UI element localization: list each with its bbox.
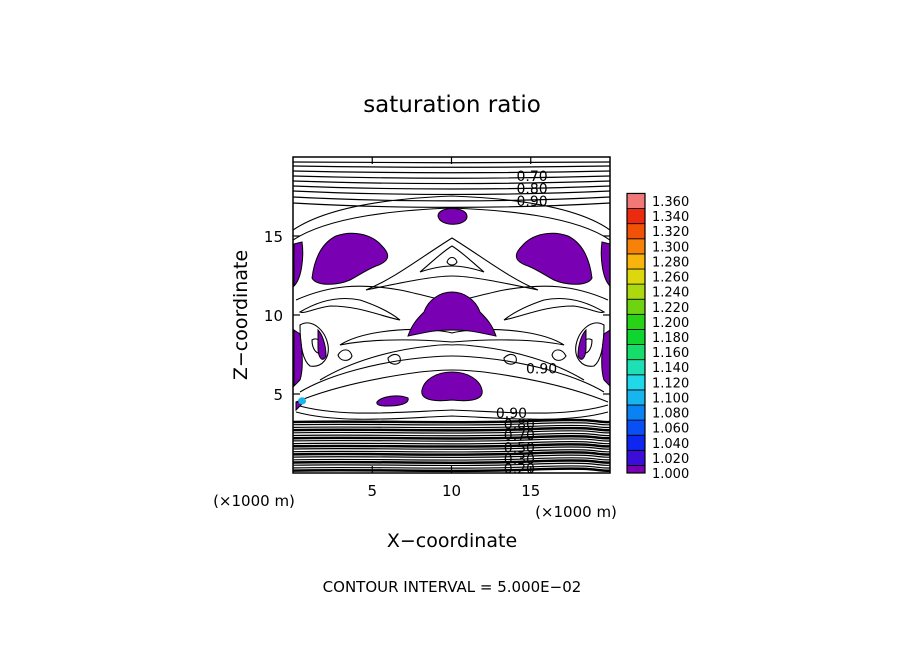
colorbar-label: 1.080 bbox=[652, 407, 689, 422]
colorbar-label: 1.220 bbox=[652, 301, 689, 316]
contour-label: 0.90 bbox=[516, 194, 547, 210]
contour-label: 0.80 bbox=[504, 417, 535, 433]
colorbar-label: 1.100 bbox=[652, 391, 689, 406]
contour-label: 0.50 bbox=[504, 441, 535, 457]
colorbar-swatch bbox=[626, 404, 646, 421]
contour-line bbox=[293, 457, 610, 461]
tick-marks bbox=[293, 157, 610, 473]
z-unit-label: (×1000 m) bbox=[213, 492, 295, 510]
colorbar-swatch bbox=[626, 344, 646, 361]
colorbar-label: 1.040 bbox=[652, 437, 689, 452]
contour-line bbox=[293, 185, 610, 190]
colorbar-label: 1.020 bbox=[652, 452, 689, 467]
colorbar-swatch bbox=[626, 374, 646, 391]
contour-line bbox=[293, 190, 610, 196]
colorbar-swatch bbox=[626, 389, 646, 406]
contour-line bbox=[293, 446, 610, 450]
contour-field bbox=[293, 161, 610, 473]
contour-label: 0.20 bbox=[504, 461, 535, 477]
contour-line bbox=[293, 465, 610, 469]
colorbar-label: 1.120 bbox=[652, 376, 689, 391]
colorbar-swatch bbox=[626, 434, 646, 451]
x-unit-label: (×1000 m) bbox=[535, 503, 617, 521]
contour-label: 0.30 bbox=[504, 452, 535, 468]
contour-label: 0.90 bbox=[496, 406, 527, 422]
colorbar-label: 1.260 bbox=[652, 271, 689, 286]
y-tick-label: 5 bbox=[273, 386, 283, 404]
colorbar-label: 1.200 bbox=[652, 316, 689, 331]
colorbar-label: 1.280 bbox=[652, 255, 689, 270]
contour-line bbox=[293, 430, 610, 434]
contour-labels: 0.700.800.900.900.900.800.700.500.300.20 bbox=[496, 169, 557, 477]
colorbar-label: 1.140 bbox=[652, 361, 689, 376]
contour-line bbox=[293, 467, 610, 473]
contour-line bbox=[293, 418, 610, 424]
colorbar-swatch bbox=[626, 419, 646, 436]
contour-line bbox=[293, 462, 610, 467]
contour-label: 0.90 bbox=[526, 362, 557, 378]
x-tick-label: 5 bbox=[367, 482, 377, 500]
contour-line bbox=[293, 451, 610, 456]
contour-line bbox=[293, 443, 610, 448]
contour-label: 0.70 bbox=[516, 169, 547, 185]
contour-line bbox=[293, 175, 610, 179]
contour-interval-note: CONTOUR INTERVAL = 5.000E−02 bbox=[323, 578, 582, 596]
contour-line bbox=[293, 422, 610, 426]
chart-title: saturation ratio bbox=[363, 92, 541, 118]
colorbar-swatch bbox=[626, 359, 646, 376]
colorbar-label: 1.340 bbox=[652, 210, 689, 225]
contour-line bbox=[293, 180, 610, 185]
contour-label: 0.80 bbox=[516, 182, 547, 198]
contour-line bbox=[293, 434, 610, 440]
colorbar-swatch bbox=[626, 253, 646, 270]
colorbar-label: 1.180 bbox=[652, 331, 689, 346]
colorbar-labels: 1.0001.0201.0401.0601.0801.1001.1201.140… bbox=[652, 195, 689, 482]
colorbar-label: 1.320 bbox=[652, 225, 689, 240]
contour-line bbox=[293, 196, 610, 202]
colorbar-label: 1.000 bbox=[652, 467, 689, 482]
contour-line bbox=[293, 165, 610, 168]
colorbar-swatch bbox=[626, 298, 646, 315]
y-tick-labels: 5 10 15 bbox=[264, 228, 283, 404]
y-axis-label: Z−coordinate bbox=[230, 250, 252, 380]
contour-line bbox=[293, 426, 610, 432]
colorbar-label: 1.360 bbox=[652, 195, 689, 210]
colorbar-swatch bbox=[626, 268, 646, 285]
contour-line bbox=[293, 454, 610, 458]
colorbar-swatch bbox=[626, 238, 646, 255]
contour-label: 0.70 bbox=[504, 428, 535, 444]
slightly-supersaturated-spot bbox=[298, 397, 306, 405]
contour-line bbox=[293, 170, 610, 174]
colorbar-swatch bbox=[626, 313, 646, 330]
x-axis-label: X−coordinate bbox=[387, 530, 517, 552]
contour-line bbox=[293, 449, 610, 453]
x-tick-labels: 5 10 15 bbox=[367, 482, 540, 500]
contour-line bbox=[293, 441, 610, 445]
contour-line bbox=[293, 432, 610, 437]
colorbar-swatch bbox=[626, 465, 646, 474]
colorbar-label: 1.160 bbox=[652, 346, 689, 361]
colorbar-swatch bbox=[626, 283, 646, 300]
x-tick-label: 15 bbox=[521, 482, 540, 500]
colorbar-label: 1.240 bbox=[652, 286, 689, 301]
x-tick-label: 10 bbox=[442, 482, 461, 500]
colorbar-swatch bbox=[626, 208, 646, 225]
contour-line bbox=[293, 438, 610, 442]
y-tick-label: 15 bbox=[264, 228, 283, 246]
colorbar-label: 1.060 bbox=[652, 422, 689, 437]
colorbar-swatch bbox=[626, 449, 646, 466]
contour-line bbox=[293, 424, 610, 429]
contour-line bbox=[293, 202, 610, 208]
colorbar-swatch bbox=[626, 329, 646, 345]
y-tick-label: 10 bbox=[264, 307, 283, 325]
colorbar-label: 1.300 bbox=[652, 240, 689, 255]
saturated-regions bbox=[293, 208, 610, 412]
colorbar-frame bbox=[626, 192, 646, 474]
colorbar bbox=[626, 192, 646, 474]
colorbar-swatch bbox=[626, 223, 646, 240]
contour-line bbox=[293, 459, 610, 465]
colorbar-swatch bbox=[626, 193, 646, 209]
